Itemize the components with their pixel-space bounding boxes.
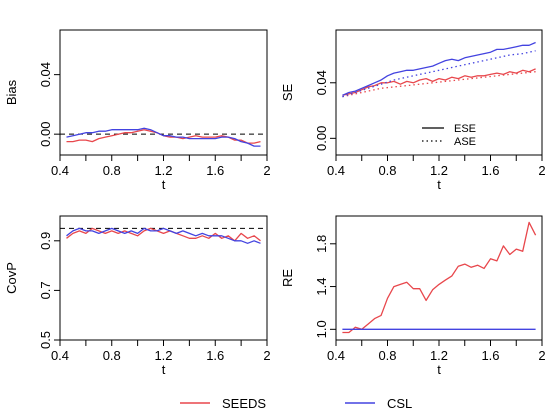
- x-tick-label: 2: [538, 163, 545, 178]
- y-tick-label: 0.00: [314, 126, 329, 151]
- x-tick-label: 0.4: [327, 348, 345, 363]
- panel-covp: 0.4 0.8 1.2 1.6 2 0.5 0.7 0.9 t CovP: [4, 215, 271, 377]
- x-tick-label: 1.2: [430, 163, 448, 178]
- y-axis-label: RE: [280, 269, 295, 287]
- y-tick-label: 0.5: [38, 331, 53, 349]
- series-line-seeds-ese: [342, 68, 536, 96]
- y-tick-label: 1.8: [314, 235, 329, 253]
- x-tick-label: 0.8: [103, 348, 121, 363]
- series-line-csl: [66, 127, 261, 147]
- x-tick-label: 2: [538, 348, 545, 363]
- y-tick-label: 0.00: [38, 122, 53, 147]
- x-axis-label: t: [437, 177, 441, 192]
- x-tick-label: 1.6: [481, 163, 499, 178]
- x-tick-label: 0.4: [51, 163, 69, 178]
- series-group: [66, 127, 261, 147]
- series-line-csl-ese: [342, 41, 536, 96]
- plot-frame: [335, 215, 543, 341]
- x-tick-label: 0.4: [51, 348, 69, 363]
- x-tick-label: 0.4: [327, 163, 345, 178]
- y-axis-label: Bias: [4, 79, 19, 105]
- y-tick-label: 0.7: [38, 281, 53, 299]
- x-tick-label: 0.8: [103, 163, 121, 178]
- plot-frame: [335, 29, 543, 156]
- series-line-seeds-ase: [342, 71, 536, 98]
- y-axis-label: SE: [280, 84, 295, 102]
- x-tick-label: 1.2: [154, 348, 172, 363]
- y-tick-label: 0.04: [314, 70, 329, 95]
- panel-re: 0.4 0.8 1.2 1.6 2 1.0 1.4 1.8 t RE: [280, 215, 546, 377]
- series-group: [342, 41, 536, 98]
- x-tick-label: 0.8: [378, 348, 396, 363]
- x-tick-label: 1.6: [206, 348, 224, 363]
- series-line-seeds: [342, 221, 537, 334]
- series-line-csl: [66, 227, 261, 244]
- y-axis-label: CovP: [4, 262, 19, 294]
- series-line-seeds: [66, 227, 261, 242]
- y-tick-label: 0.04: [38, 62, 53, 87]
- panel-bias: 0.4 0.8 1.2 1.6 2 0.00 0.04 t Bias: [4, 29, 271, 192]
- plot-frame: [59, 215, 268, 341]
- legend-label-csl: CSL: [387, 396, 412, 411]
- x-tick-label: 0.8: [378, 163, 396, 178]
- series-group: [66, 227, 261, 244]
- y-tick-label: 1.4: [314, 278, 329, 296]
- inset-legend-label-ase: ASE: [454, 136, 476, 148]
- legend-label-seeds: SEEDS: [222, 396, 266, 411]
- y-tick-label: 0.9: [38, 232, 53, 250]
- x-tick-label: 2: [263, 348, 270, 363]
- y-tick-label: 1.0: [314, 320, 329, 338]
- inset-legend-label-ese: ESE: [454, 123, 476, 135]
- x-axis-label: t: [162, 177, 166, 192]
- x-tick-label: 1.2: [154, 163, 172, 178]
- legend: SEEDS CSL: [180, 396, 412, 411]
- x-axis-label: t: [162, 362, 166, 377]
- x-tick-label: 1.6: [206, 163, 224, 178]
- series-group: [342, 221, 537, 334]
- series-line-csl-ase: [342, 50, 536, 98]
- x-tick-label: 1.6: [481, 348, 499, 363]
- x-tick-label: 1.2: [430, 348, 448, 363]
- x-tick-label: 2: [263, 163, 270, 178]
- x-axis-label: t: [437, 362, 441, 377]
